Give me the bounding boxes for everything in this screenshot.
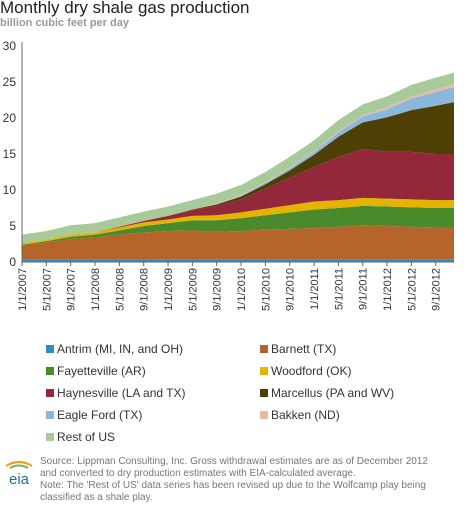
legend-swatch-2 (46, 367, 54, 375)
legend-label-6: Eagle Ford (TX) (57, 408, 143, 422)
x-tick-label-1: 5/1/2007 (41, 268, 53, 311)
y-tick-label-3: 15 (3, 147, 17, 161)
legend-label-3: Woodford (OK) (271, 364, 352, 378)
legend-swatch-3 (260, 367, 268, 375)
x-tick-label-11: 9/1/2010 (285, 268, 297, 311)
legend-swatch-8 (46, 433, 54, 441)
x-tick-label-10: 5/1/2010 (260, 268, 272, 311)
eia-logo-icon: eia (5, 460, 33, 488)
y-tick-label-0: 0 (9, 255, 16, 269)
x-tick-label-6: 1/1/2009 (163, 268, 175, 311)
legend-swatch-4 (46, 389, 54, 397)
x-tick-label-3: 1/1/2008 (90, 268, 102, 311)
legend-label-0: Antrim (MI, IN, and OH) (57, 342, 184, 356)
legend-item-1: Barnett (TX) (260, 342, 336, 356)
legend-label-5: Marcellus (PA and WV) (271, 386, 395, 400)
y-tick-label-2: 10 (3, 183, 17, 197)
legend-item-4: Haynesville (LA and TX) (46, 386, 186, 400)
chart-subtitle: billion cubic feet per day (0, 17, 129, 29)
y-tick-label-5: 25 (3, 75, 17, 89)
x-tick-label-14: 9/1/2011 (358, 268, 370, 310)
area-series-5 (22, 102, 454, 244)
source-note: Source: Lippman Consulting, Inc. Gross w… (40, 456, 466, 504)
x-tick-label-15: 1/1/2012 (382, 268, 394, 311)
x-tick-label-9: 1/1/2010 (236, 268, 248, 311)
shale-gas-area-chart: 0 5 10 15 20 25 30 1/1/2007 5/1/2007 9/1/2007 1/1/… (3, 39, 454, 311)
x-tick-label-13: 5/1/2011 (333, 268, 345, 310)
area-series-2 (22, 205, 454, 246)
area-series-4 (22, 148, 454, 244)
legend-item-2: Fayetteville (AR) (46, 364, 146, 378)
chart-title: Monthly dry shale gas production (0, 0, 250, 17)
legend-swatch-7 (260, 411, 268, 419)
source-line-3: Note: The 'Rest of US' data series has b… (40, 480, 426, 491)
legend-item-3: Woodford (OK) (260, 364, 351, 378)
x-tick-label-12: 1/1/2011 (309, 268, 321, 310)
legend-label-4: Haynesville (LA and TX) (57, 386, 186, 400)
x-tick-label-16: 5/1/2012 (406, 268, 418, 311)
eia-logo-text: eia (9, 471, 30, 488)
area-series-8 (22, 72, 454, 244)
area-series-0 (22, 259, 454, 262)
legend-label-7: Bakken (ND) (271, 408, 340, 422)
x-tick-label-4: 5/1/2008 (114, 268, 126, 311)
legend-swatch-5 (260, 389, 268, 397)
legend-item-6: Eagle Ford (TX) (46, 408, 142, 422)
legend-swatch-0 (46, 345, 54, 353)
area-series-6 (22, 87, 454, 244)
y-tick-label-6: 30 (3, 39, 17, 53)
legend-label-2: Fayetteville (AR) (57, 364, 146, 378)
legend-swatch-1 (260, 345, 268, 353)
legend-label-1: Barnett (TX) (271, 342, 337, 356)
legend-swatch-6 (46, 411, 54, 419)
x-tick-label-5: 9/1/2008 (139, 268, 151, 311)
x-tick-label-2: 9/1/2007 (66, 268, 78, 311)
y-tick-label-1: 5 (9, 219, 16, 233)
legend-label-8: Rest of US (57, 430, 116, 444)
area-series-3 (22, 197, 454, 245)
x-tick-label-17: 9/1/2012 (431, 268, 443, 311)
area-series-1 (22, 225, 454, 260)
legend-item-7: Bakken (ND) (260, 408, 340, 422)
x-tick-label-8: 9/1/2009 (212, 268, 224, 311)
source-line-1: Source: Lippman Consulting, Inc. Gross w… (40, 456, 428, 467)
legend-item-8: Rest of US (46, 430, 115, 444)
legend-item-0: Antrim (MI, IN, and OH) (46, 342, 183, 356)
source-line-2: and converted to dry production estimate… (40, 468, 356, 479)
x-tick-label-7: 5/1/2009 (187, 268, 199, 311)
x-tick-label-0: 1/1/2007 (17, 268, 29, 311)
y-tick-label-4: 20 (3, 111, 17, 125)
source-line-4: classified as a shale play. (40, 492, 153, 503)
legend-item-5: Marcellus (PA and WV) (260, 386, 394, 400)
